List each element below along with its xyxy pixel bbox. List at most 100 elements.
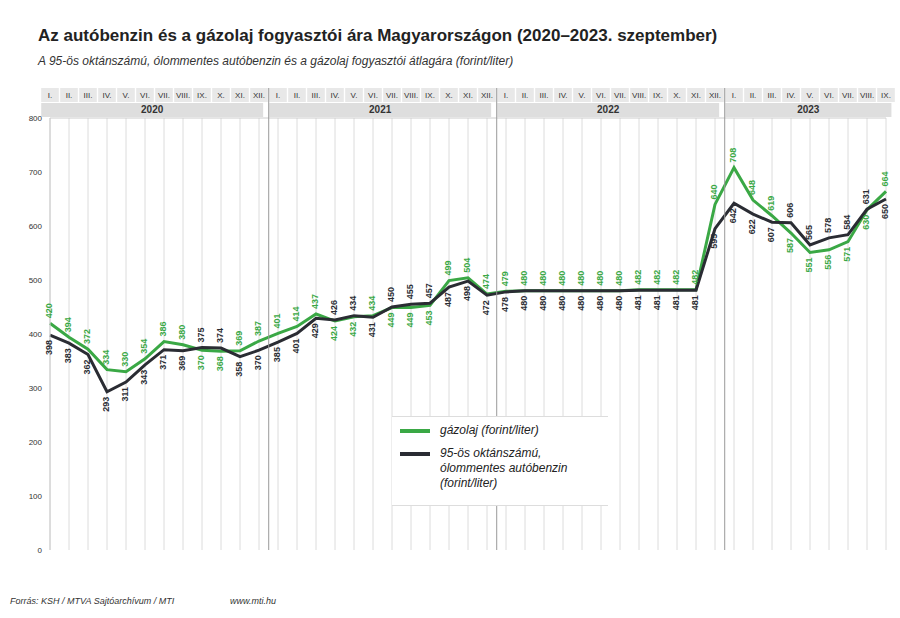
svg-text:401: 401: [272, 313, 282, 328]
svg-text:2020: 2020: [141, 104, 164, 115]
svg-text:630: 630: [861, 215, 871, 230]
svg-text:648: 648: [747, 180, 757, 195]
svg-text:2022: 2022: [597, 104, 620, 115]
svg-text:432: 432: [348, 322, 358, 337]
svg-text:380: 380: [177, 325, 187, 340]
svg-text:XII.: XII.: [481, 91, 493, 100]
svg-text:386: 386: [158, 322, 168, 337]
svg-text:XII.: XII.: [253, 91, 265, 100]
svg-text:578: 578: [823, 218, 833, 233]
svg-text:700: 700: [29, 168, 43, 177]
svg-text:IX.: IX.: [197, 91, 207, 100]
svg-text:IX.: IX.: [425, 91, 435, 100]
svg-text:398: 398: [44, 340, 54, 355]
svg-text:449: 449: [405, 313, 415, 328]
svg-text:XII.: XII.: [709, 91, 721, 100]
svg-text:480: 480: [614, 271, 624, 286]
svg-text:437: 437: [310, 294, 320, 309]
svg-text:565: 565: [804, 225, 814, 240]
svg-text:708: 708: [728, 148, 738, 163]
svg-text:334: 334: [101, 350, 111, 365]
svg-text:431: 431: [367, 322, 377, 337]
svg-text:429: 429: [310, 323, 320, 338]
svg-text:619: 619: [766, 196, 776, 211]
svg-text:V.: V.: [123, 91, 130, 100]
svg-text:478: 478: [500, 297, 510, 312]
svg-text:I.: I.: [48, 91, 52, 100]
svg-text:369: 369: [177, 356, 187, 371]
svg-text:II.: II.: [750, 91, 757, 100]
svg-text:424: 424: [329, 326, 339, 341]
svg-text:330: 330: [120, 352, 130, 367]
svg-text:372: 372: [82, 329, 92, 344]
svg-text:2021: 2021: [369, 104, 392, 115]
svg-text:480: 480: [519, 296, 529, 311]
svg-text:480: 480: [538, 271, 548, 286]
svg-text:556: 556: [823, 255, 833, 270]
svg-text:IV.: IV.: [330, 91, 339, 100]
svg-text:401: 401: [291, 338, 301, 353]
svg-text:X.: X.: [217, 91, 225, 100]
svg-text:607: 607: [766, 227, 776, 242]
svg-text:642: 642: [728, 208, 738, 223]
svg-text:457: 457: [424, 283, 434, 298]
svg-text:480: 480: [614, 296, 624, 311]
svg-text:480: 480: [595, 271, 605, 286]
svg-text:571: 571: [842, 247, 852, 262]
svg-text:368: 368: [215, 356, 225, 371]
svg-text:II.: II.: [66, 91, 73, 100]
svg-text:362: 362: [82, 360, 92, 375]
svg-text:X.: X.: [445, 91, 453, 100]
svg-text:375: 375: [196, 327, 206, 342]
svg-text:III.: III.: [84, 91, 93, 100]
svg-text:434: 434: [367, 296, 377, 311]
svg-text:V.: V.: [807, 91, 814, 100]
svg-text:100: 100: [29, 492, 43, 501]
svg-text:I.: I.: [276, 91, 280, 100]
svg-text:400: 400: [29, 330, 43, 339]
svg-text:369: 369: [234, 331, 244, 346]
svg-text:474: 474: [481, 274, 491, 289]
svg-text:498: 498: [462, 286, 472, 301]
svg-text:480: 480: [576, 296, 586, 311]
svg-text:III.: III.: [540, 91, 549, 100]
svg-text:VIII.: VIII.: [860, 91, 874, 100]
svg-text:600: 600: [29, 222, 43, 231]
svg-text:0: 0: [38, 546, 43, 555]
svg-text:IX.: IX.: [653, 91, 663, 100]
svg-text:500: 500: [29, 276, 43, 285]
svg-text:480: 480: [595, 296, 605, 311]
svg-text:640: 640: [709, 184, 719, 199]
svg-text:XI.: XI.: [691, 91, 701, 100]
svg-text:IV.: IV.: [558, 91, 567, 100]
svg-text:370: 370: [253, 355, 263, 370]
svg-text:VI.: VI.: [824, 91, 834, 100]
svg-text:I.: I.: [504, 91, 508, 100]
svg-text:480: 480: [538, 296, 548, 311]
svg-text:420: 420: [44, 303, 54, 318]
svg-text:2023: 2023: [797, 104, 820, 115]
svg-text:VIII.: VIII.: [176, 91, 190, 100]
svg-text:371: 371: [158, 355, 168, 370]
svg-text:VIII.: VIII.: [632, 91, 646, 100]
svg-text:480: 480: [557, 271, 567, 286]
svg-text:482: 482: [652, 270, 662, 285]
svg-text:200: 200: [29, 438, 43, 447]
svg-text:VII.: VII.: [386, 91, 398, 100]
svg-text:481: 481: [633, 295, 643, 310]
svg-text:IX.: IX.: [881, 91, 891, 100]
svg-text:VII.: VII.: [842, 91, 854, 100]
svg-text:631: 631: [861, 189, 871, 204]
svg-text:551: 551: [804, 257, 814, 272]
svg-text:XI.: XI.: [235, 91, 245, 100]
svg-text:383: 383: [63, 348, 73, 363]
svg-text:622: 622: [747, 219, 757, 234]
svg-text:455: 455: [405, 284, 415, 299]
svg-text:504: 504: [462, 258, 472, 273]
svg-text:450: 450: [386, 287, 396, 302]
svg-text:479: 479: [500, 271, 510, 286]
svg-text:650: 650: [880, 204, 890, 219]
svg-text:449: 449: [386, 313, 396, 328]
svg-text:482: 482: [690, 270, 700, 285]
svg-text:482: 482: [633, 270, 643, 285]
